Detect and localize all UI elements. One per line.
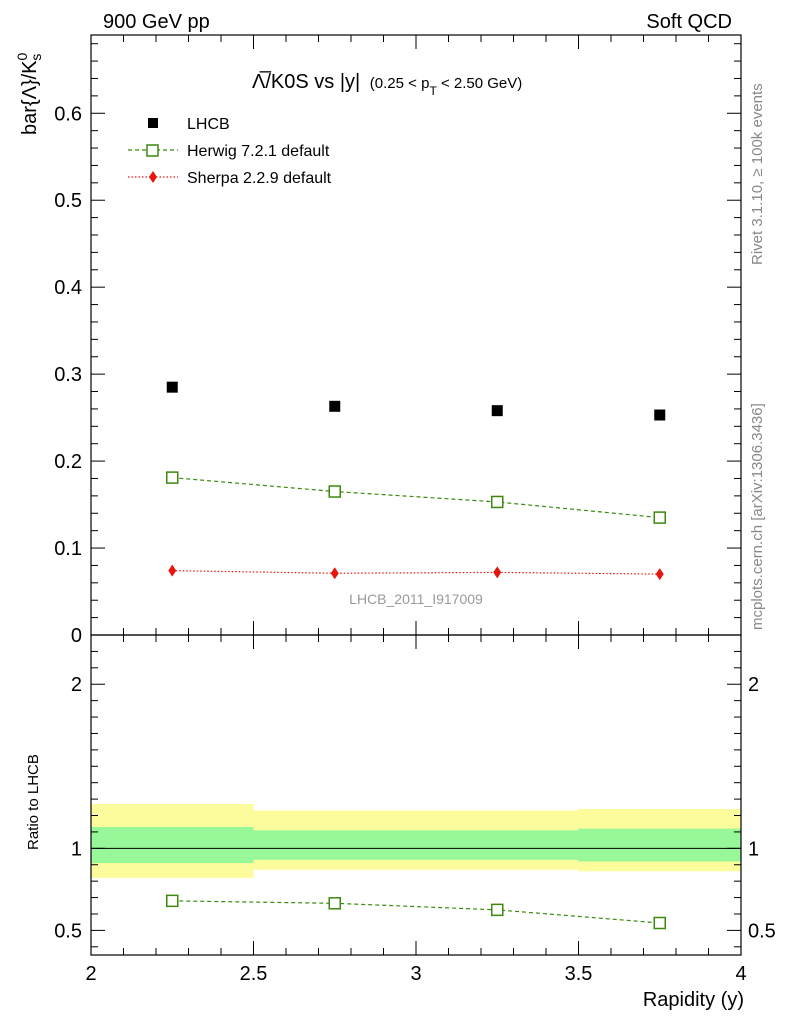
- ratio-band-inner: [416, 830, 579, 860]
- ratio-herwig-point: [491, 903, 504, 917]
- herwig-point: [328, 485, 341, 498]
- sherpa-point: [330, 567, 339, 580]
- legend-label-sherpa: Sherpa 2.2.9 default: [187, 170, 332, 187]
- legend-marker-herwig: [146, 144, 159, 157]
- data-point: [329, 400, 341, 412]
- main-axis-ticks: 0 0.1 0.2 0.3 0.4 0.5 0.6: [54, 35, 742, 647]
- y-tick-label: 0.6: [54, 103, 82, 125]
- herwig-point: [166, 471, 179, 484]
- series-line-1: [172, 477, 660, 519]
- ratio-panel-frame: [90, 634, 742, 956]
- ratio-y-tick-label: 2: [71, 674, 82, 696]
- sherpa-point: [655, 568, 664, 581]
- y-tick-label: 0.2: [54, 451, 82, 473]
- ratio-series: [166, 894, 666, 930]
- ratio-y-tick-label: 0.5: [54, 920, 82, 942]
- x-tick-label: 3: [410, 963, 421, 985]
- x-tick-label: 3.5: [565, 963, 593, 985]
- legend-marker-lhcb: [148, 118, 158, 128]
- ratio-axis-ticks: 0.5 0.5 1 1 2 2 2 2.5 3 3.5 4: [54, 635, 776, 985]
- data-point: [654, 409, 666, 421]
- ratio-herwig-point: [653, 916, 666, 930]
- herwig-point: [653, 511, 666, 524]
- chart-title: Λ̅/K0S vs |y| (0.25 < pT < 2.50 GeV): [252, 70, 522, 98]
- ratio-herwig-point: [166, 894, 179, 908]
- y-tick-label: 0.4: [54, 277, 82, 299]
- legend: LHCB Herwig 7.2.1 default Sherpa 2.2.9 d…: [128, 116, 332, 187]
- ratio-band-inner: [253, 830, 416, 860]
- y-axis-label: bar{Λ}/K0s: [14, 52, 44, 135]
- sherpa-point: [168, 564, 177, 577]
- main-series: [166, 381, 666, 581]
- x-tick-label: 4: [735, 963, 746, 985]
- ratio-y-tick-label-right: 0.5: [748, 920, 776, 942]
- mcplots-label: mcplots.cern.ch [arXiv:1306.3436]: [749, 403, 766, 630]
- header-category: Soft QCD: [646, 11, 732, 33]
- data-point: [491, 405, 503, 417]
- ratio-band-inner: [578, 828, 741, 862]
- x-axis-label: Rapidity (y): [643, 989, 744, 1011]
- y-tick-label: 0.5: [54, 190, 82, 212]
- ratio-y-tick-label-right: 1: [748, 838, 759, 860]
- sherpa-point: [493, 566, 502, 579]
- y-tick-label: 0: [71, 625, 82, 647]
- x-tick-label: 2: [85, 963, 96, 985]
- ratio-y-tick-label: 1: [71, 838, 82, 860]
- ratio-band-inner: [91, 827, 254, 864]
- series-line-2: [172, 570, 660, 575]
- ratio-uncertainty-bands: [91, 804, 741, 878]
- legend-label-lhcb: LHCB: [187, 116, 230, 133]
- ratio-series-line: [172, 900, 660, 924]
- rivet-label: Rivet 3.1.10, ≥ 100k events: [749, 83, 766, 265]
- header-process: 900 GeV pp: [103, 11, 210, 33]
- legend-label-herwig: Herwig 7.2.1 default: [187, 143, 330, 160]
- legend-marker-sherpa: [149, 171, 157, 183]
- data-point: [166, 381, 178, 393]
- ratio-herwig-point: [328, 897, 341, 910]
- y-tick-label: 0.3: [54, 364, 82, 386]
- ratio-y-axis-label: Ratio to LHCB: [25, 754, 42, 850]
- x-tick-label: 2.5: [240, 963, 268, 985]
- y-tick-label: 0.1: [54, 538, 82, 560]
- ratio-y-tick-label-right: 2: [748, 674, 759, 696]
- herwig-point: [491, 495, 504, 509]
- analysis-watermark: LHCB_2011_I917009: [349, 591, 483, 607]
